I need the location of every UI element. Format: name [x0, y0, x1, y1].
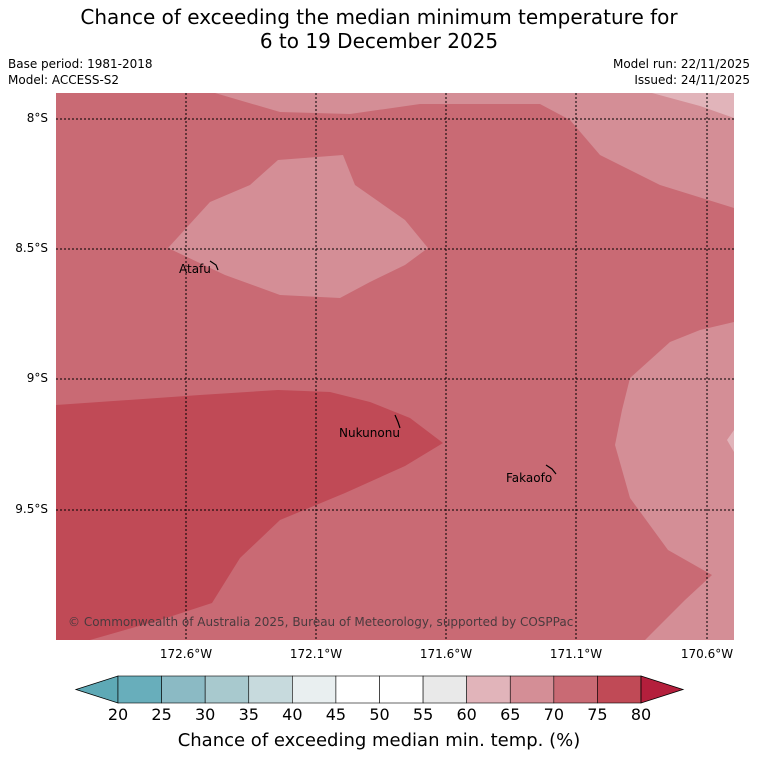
atoll-shapes — [209, 260, 557, 475]
base-period: Base period: 1981-2018 — [8, 57, 153, 71]
colorbar-tick-label: 80 — [630, 705, 652, 724]
lon-label-170-6: 170.6°W — [680, 647, 734, 661]
colorbar-tick-label: 35 — [238, 705, 259, 724]
colorbar — [74, 675, 685, 704]
colorbar-tick-label: 60 — [456, 705, 477, 724]
grid-lines — [56, 93, 734, 640]
colorbar-tick-label: 40 — [282, 705, 303, 724]
place-fakaofo: Fakaofo — [506, 471, 553, 485]
model-run: Model run: 22/11/2025 — [612, 57, 750, 71]
colorbar-tick-label: 20 — [107, 705, 129, 724]
colorbar-segment — [597, 675, 642, 704]
lon-label-171-6: 171.6°W — [419, 647, 473, 661]
colorbar-segment — [553, 675, 598, 704]
colorbar-segment — [379, 675, 424, 704]
colorbar-segment — [204, 675, 250, 704]
lat-label-9: 9°S — [26, 371, 48, 385]
map-title: Chance of exceeding the median minimum t… — [0, 5, 758, 53]
colorbar-segment — [466, 675, 511, 704]
colorbar-label: Chance of exceeding median min. temp. (%… — [177, 730, 581, 751]
band-60-65-east-nub — [727, 430, 734, 452]
colorbar-segment — [422, 675, 467, 704]
meta-left: Base period: 1981-2018 Model: ACCESS-S2 — [8, 56, 153, 88]
atafu-atoll-shape — [209, 260, 219, 271]
lon-label-171-1: 171.1°W — [549, 647, 603, 661]
colorbar-segment — [161, 675, 206, 704]
colorbar-tick-label: 30 — [194, 705, 216, 724]
lat-label-8: 8°S — [26, 111, 48, 125]
band-60-65-corner — [652, 93, 734, 118]
model-name: Model: ACCESS-S2 — [8, 73, 120, 87]
band-75-80-southwest — [56, 390, 443, 640]
colorbar-tick-label: 45 — [325, 705, 347, 724]
colorbar-extend-high — [640, 675, 685, 704]
colorbar-segment — [509, 675, 555, 704]
title-line-2: 6 to 19 December 2025 — [259, 29, 499, 53]
colorbar-tick-label: 50 — [369, 705, 390, 724]
place-nukunonu: Nukunonu — [339, 426, 400, 440]
meta-right: Model run: 22/11/2025 Issued: 24/11/2025 — [613, 56, 750, 88]
colorbar-segment — [117, 675, 162, 704]
colorbar-tick-label: 65 — [500, 705, 521, 724]
colorbar-tick-label: 70 — [543, 705, 565, 724]
band-65-70-atafu — [168, 155, 428, 298]
colorbar-tick-label: 55 — [412, 705, 434, 724]
lat-label-9-5: 9.5°S — [15, 502, 48, 516]
copyright-notice: © Commonwealth of Australia 2025, Bureau… — [68, 615, 574, 629]
nukunonu-atoll-shape — [394, 414, 401, 429]
colorbar-segment — [335, 675, 380, 704]
colorbar-segment — [292, 675, 337, 704]
place-atafu: Atafu — [179, 262, 211, 276]
colorbar-tick-label: 25 — [151, 705, 172, 724]
colorbar-extend-low — [74, 675, 119, 704]
lon-label-172-1: 172.1°W — [289, 647, 343, 661]
issued-date: Issued: 24/11/2025 — [634, 73, 750, 87]
title-line-1: Chance of exceeding the median minimum t… — [80, 5, 678, 29]
colorbar-segment — [248, 675, 293, 704]
lon-label-172-6: 172.6°W — [159, 647, 213, 661]
colorbar-tick-label: 75 — [587, 705, 608, 724]
band-65-70-east — [615, 322, 734, 640]
band-65-70-top — [215, 93, 734, 208]
fakaofo-atoll-shape — [545, 464, 557, 475]
lat-label-8-5: 8.5°S — [15, 241, 48, 255]
